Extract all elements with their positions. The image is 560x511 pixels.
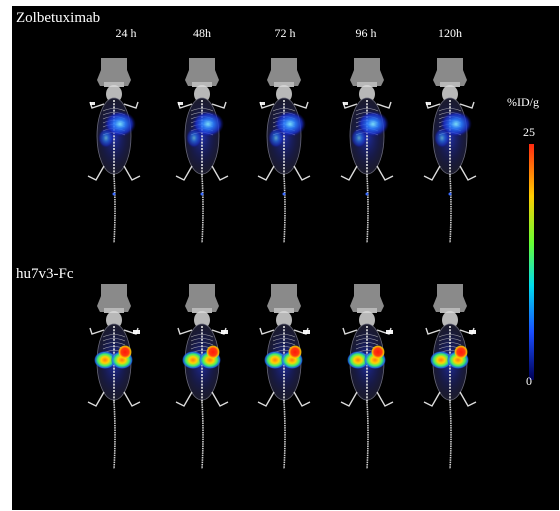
mouse-image bbox=[340, 284, 394, 470]
petct-figure-panel: Zolbetuximab hu7v3-Fc 24 h 48h 72 h 96 h… bbox=[12, 6, 559, 510]
mouse-image bbox=[423, 284, 477, 470]
mouse-image bbox=[175, 58, 229, 244]
colorbar-unit-label: %ID/g bbox=[507, 95, 539, 109]
colorbar-min-label: 0 bbox=[526, 374, 532, 388]
colorbar bbox=[529, 144, 534, 380]
mouse-image bbox=[175, 284, 229, 470]
mouse-image bbox=[87, 58, 141, 244]
timepoint-72h: 72 h bbox=[274, 26, 296, 40]
mouse-image bbox=[257, 284, 311, 470]
timepoint-48h: 48h bbox=[193, 26, 211, 40]
mouse-image bbox=[257, 58, 311, 244]
mouse-image bbox=[423, 58, 477, 244]
row-label-hu7v3-fc: hu7v3-Fc bbox=[16, 266, 74, 282]
timepoint-24h: 24 h bbox=[115, 26, 137, 40]
colorbar-max-label: 25 bbox=[523, 125, 535, 139]
mouse-image bbox=[87, 284, 141, 470]
mouse-image bbox=[340, 58, 394, 244]
timepoint-120h: 120h bbox=[438, 26, 462, 40]
mouse-images-canvas bbox=[87, 58, 534, 470]
timepoint-96h: 96 h bbox=[355, 26, 377, 40]
row-label-zolbetuximab: Zolbetuximab bbox=[16, 10, 101, 26]
